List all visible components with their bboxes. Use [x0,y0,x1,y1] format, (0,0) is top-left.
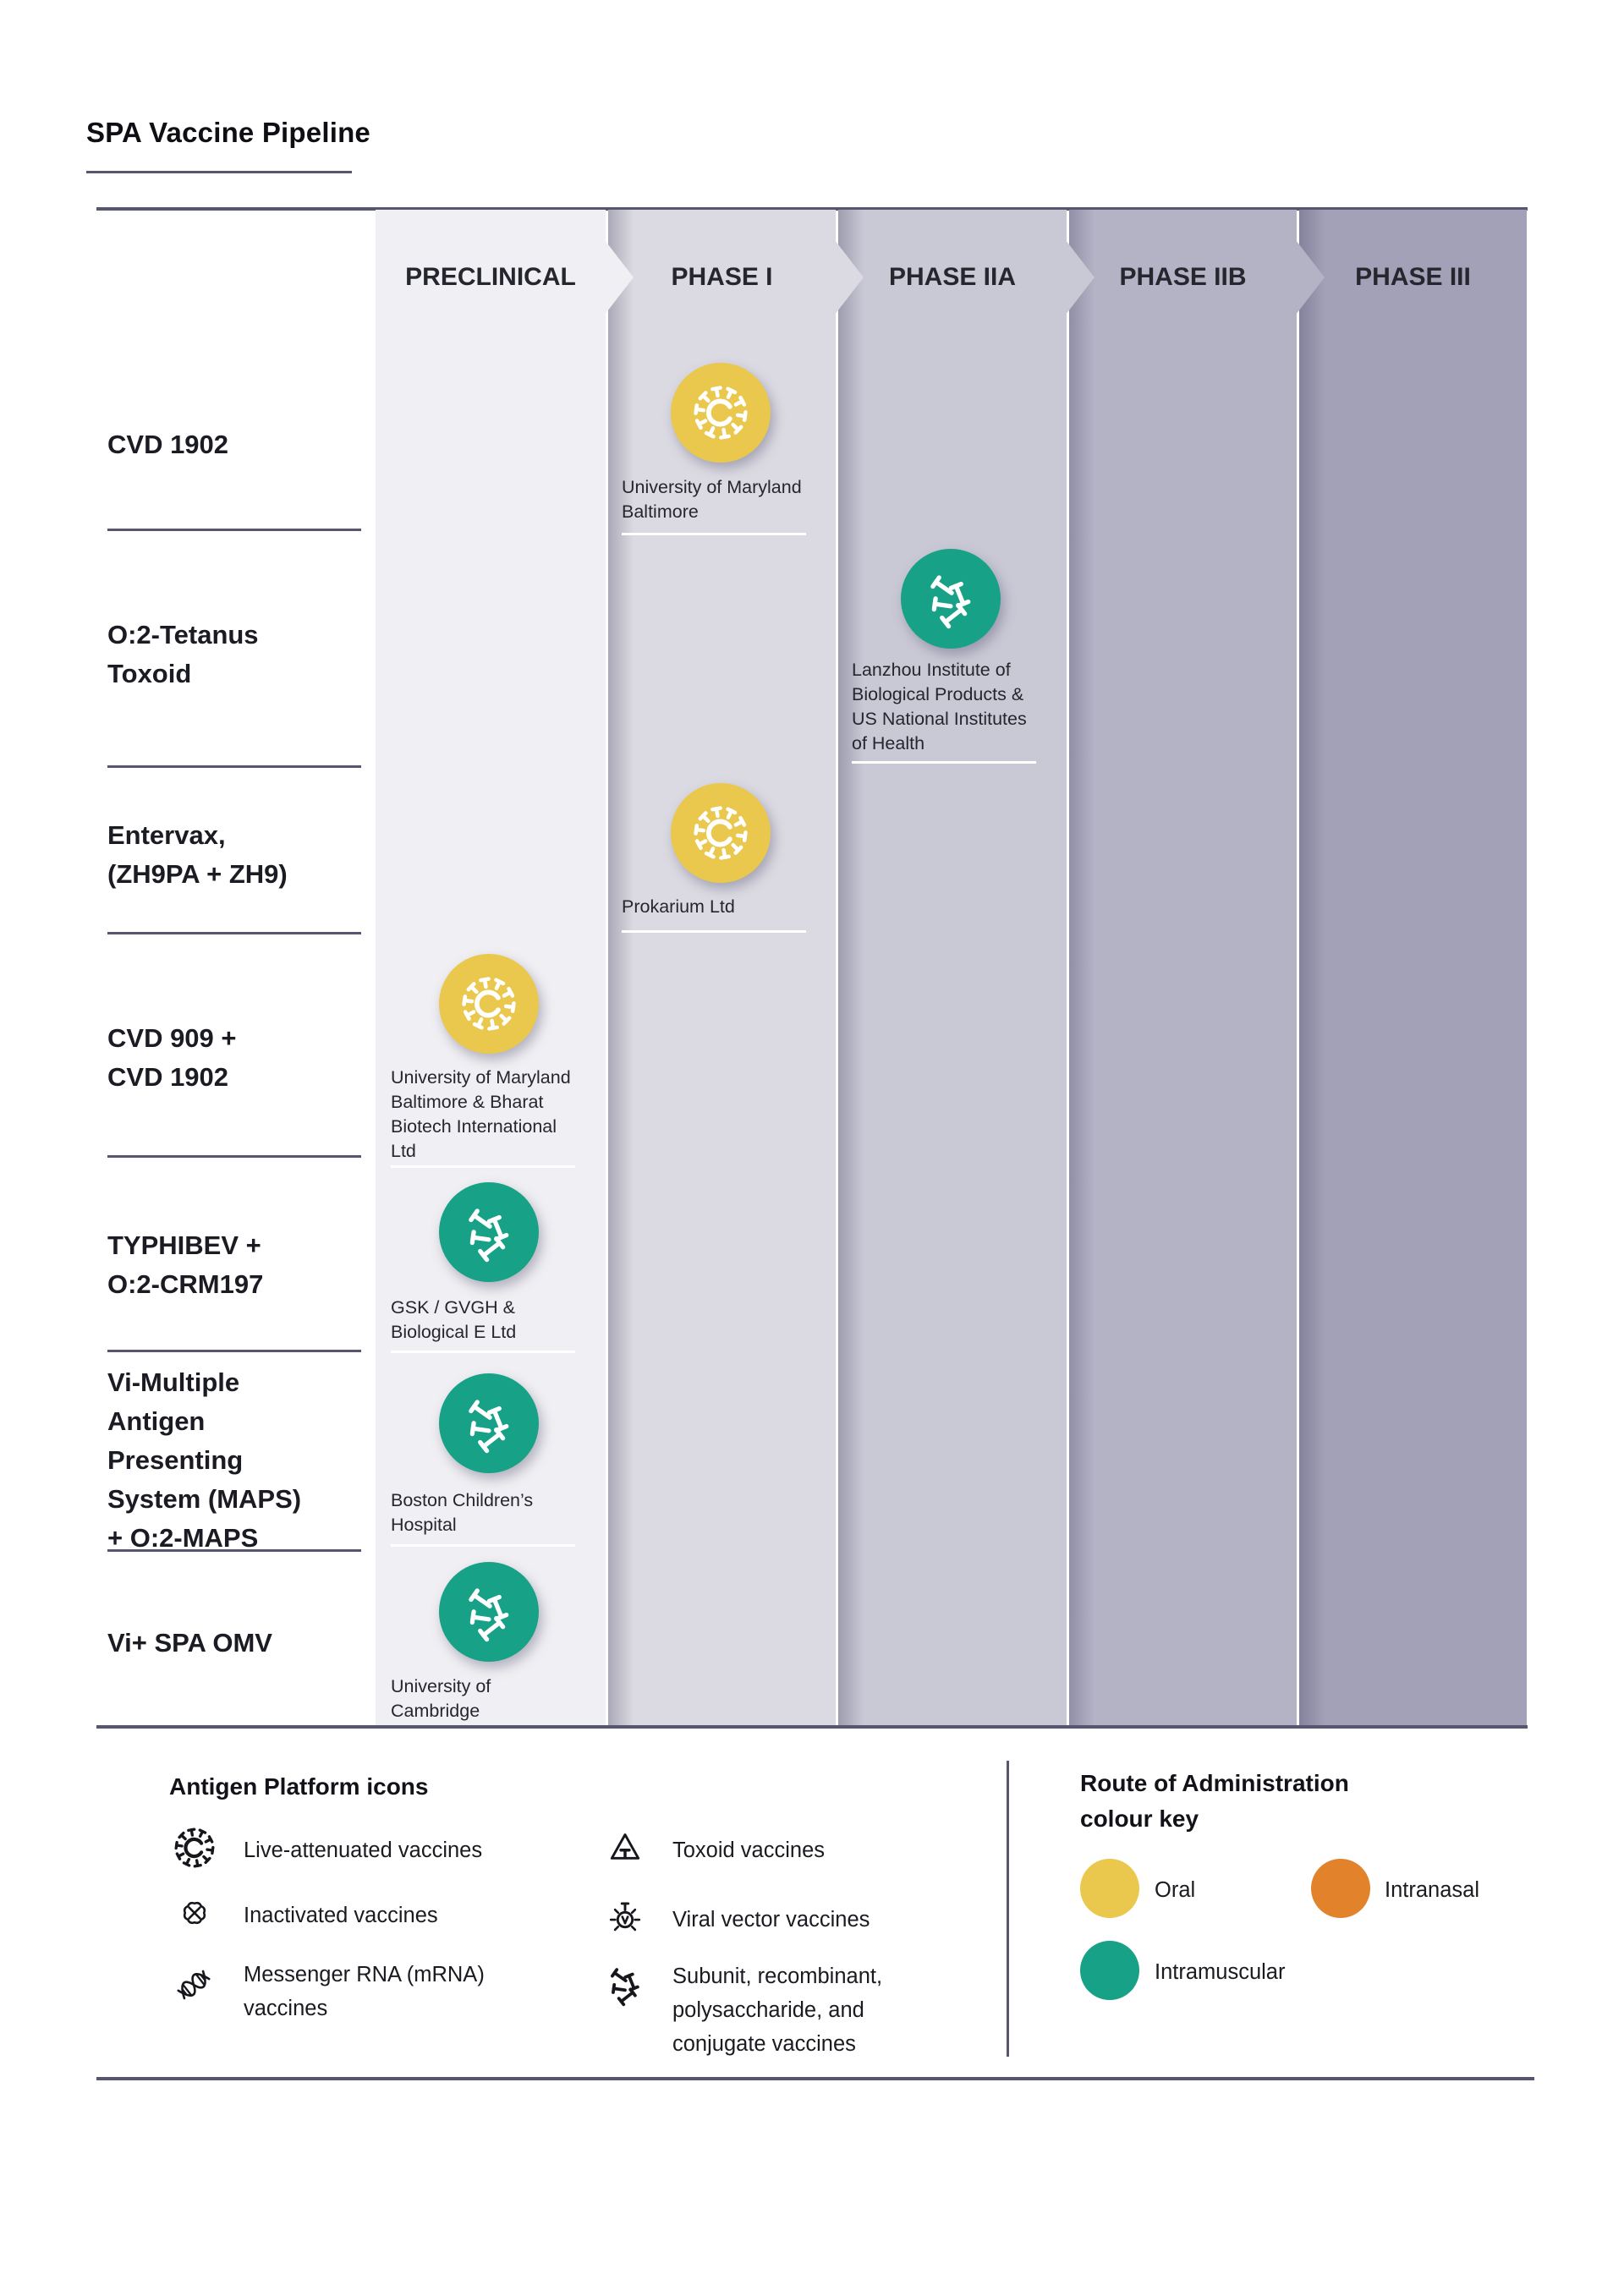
intranasal-colour-dot [1311,1859,1370,1918]
organisation-underline [622,533,806,535]
row-separator [107,765,361,768]
organisation-underline [852,761,1036,764]
inactivated-icon [171,1889,218,1937]
organisation-underline [391,1544,575,1547]
row-organisation: Lanzhou Institute of Biological Products… [852,660,1027,753]
phase-header-phase-3: PHASE III [1355,263,1471,291]
row-separator [107,932,361,934]
legend-item-label: Live-attenuated vaccines [244,1838,483,1862]
row-organisation: GSK / GVGH & Biological E Ltd [391,1297,517,1342]
legend-item-label: Inactivated vaccines [244,1904,438,1927]
antigen-legend-heading: Antigen Platform icons [169,1773,429,1800]
row-label: Entervax, (ZH9PA + ZH9) [107,820,288,889]
column-phase-2b [1069,210,1297,1726]
vaccine-icon-conjugate-intramuscular [901,549,1001,649]
row-separator [107,529,361,531]
toxoid-icon [601,1822,650,1871]
page-bottom-rule [96,2077,1534,2080]
vaccine-icon-live-attenuated-oral [671,363,771,463]
route-key-label: Intranasal [1385,1878,1479,1902]
column-phase-3 [1299,210,1527,1726]
phase-header-phase-2b: PHASE IIB [1119,263,1247,291]
page-title: SPA Vaccine Pipeline [86,117,370,148]
row-label: O:2-Tetanus Toxoid [107,620,259,688]
row-label: CVD 909 + CVD 1902 [107,1023,237,1092]
vaccine-icon-conjugate-intramuscular [439,1562,539,1662]
viral-vector-icon [601,1892,650,1941]
row-label: TYPHIBEV + O:2-CRM197 [107,1230,264,1299]
legend-item-label: Viral vector vaccines [672,1908,870,1932]
organisation-underline [391,1165,575,1168]
legend-item-label: Toxoid vaccines [672,1838,826,1862]
row-separator [107,1549,361,1552]
vaccine-icon-conjugate-intramuscular [439,1182,539,1282]
route-key-label: Oral [1155,1878,1196,1902]
legend-item-label: Messenger RNA (mRNA) vaccines [244,1963,485,2020]
column-phase-2a [838,210,1067,1726]
intramuscular-colour-dot [1080,1941,1139,2000]
pipeline-top-rule [96,207,1528,211]
title-underline [86,171,352,173]
phase-header-phase-2a: PHASE IIA [888,263,1017,291]
row-separator [107,1155,361,1158]
subunit-conjugate-icon [602,1962,648,2008]
vaccine-icon-conjugate-intramuscular [439,1373,539,1473]
oral-colour-dot [1080,1859,1139,1918]
row-label: CVD 1902 [107,430,229,459]
row-label: Vi-Multiple Antigen Presenting System (M… [107,1367,302,1553]
row-organisation: Prokarium Ltd [622,896,735,917]
mrna-icon [169,1960,218,2009]
row-label: Vi+ SPA OMV [107,1628,272,1658]
row-organisation: University of Cambridge [391,1676,491,1721]
vaccine-icon-live-attenuated-oral [671,783,771,883]
organisation-underline [391,1351,575,1353]
legend-divider [1007,1761,1009,2057]
live-attenuated-icon [171,1824,218,1871]
phase-header-phase-1: PHASE I [671,263,773,291]
row-separator [107,1350,361,1352]
phase-header-preclinical: PRECLINICAL [405,263,576,291]
row-organisation: University of Maryland Baltimore [622,477,802,522]
route-key-label: Intramuscular [1155,1960,1286,1984]
row-organisation: University of Maryland Baltimore & Bhara… [391,1067,571,1161]
pipeline-bottom-rule [96,1725,1528,1729]
vaccine-icon-live-attenuated-oral [439,954,539,1054]
organisation-underline [622,930,806,933]
legend-item-label: Subunit, recombinant, polysaccharide, an… [672,1964,883,2056]
route-key-heading: Route of Administration colour key [1080,1770,1349,1832]
row-organisation: Boston Children’s Hospital [391,1490,534,1535]
